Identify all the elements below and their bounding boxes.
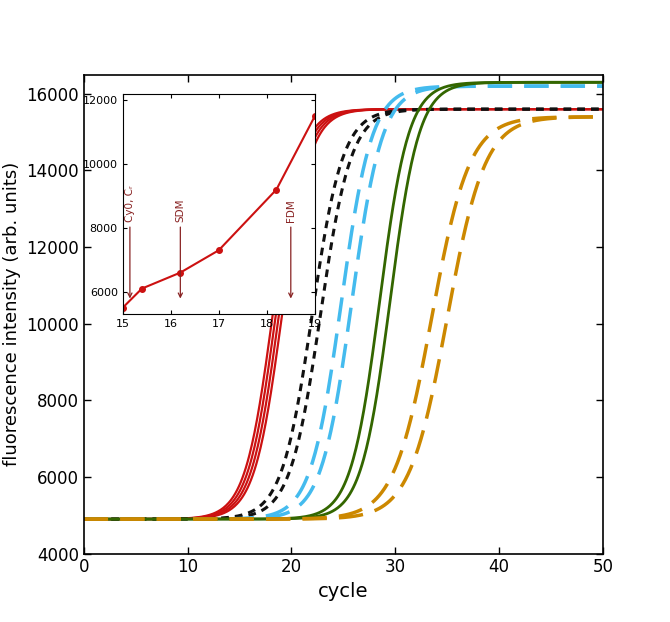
Y-axis label: fluorescence intensity (arb. units): fluorescence intensity (arb. units) [3,162,21,466]
X-axis label: cycle: cycle [318,582,369,601]
